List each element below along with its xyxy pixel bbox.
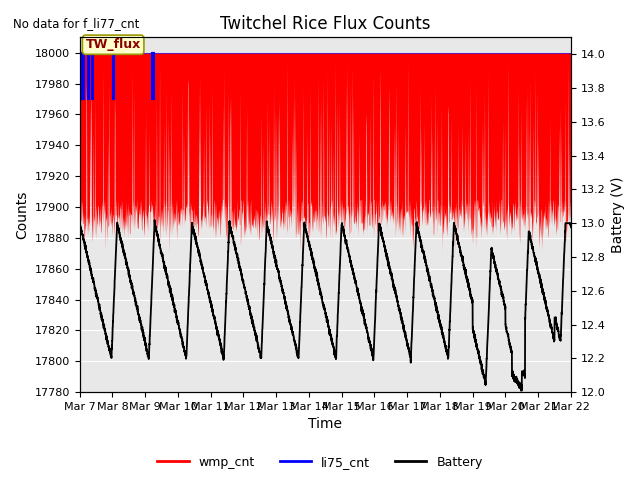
Text: No data for f_li77_cnt: No data for f_li77_cnt <box>13 17 139 30</box>
Legend: wmp_cnt, li75_cnt, Battery: wmp_cnt, li75_cnt, Battery <box>152 451 488 474</box>
Y-axis label: Counts: Counts <box>15 191 29 239</box>
Text: TW_flux: TW_flux <box>86 38 141 51</box>
X-axis label: Time: Time <box>308 418 342 432</box>
Y-axis label: Battery (V): Battery (V) <box>611 177 625 253</box>
Title: Twitchel Rice Flux Counts: Twitchel Rice Flux Counts <box>220 15 431 33</box>
